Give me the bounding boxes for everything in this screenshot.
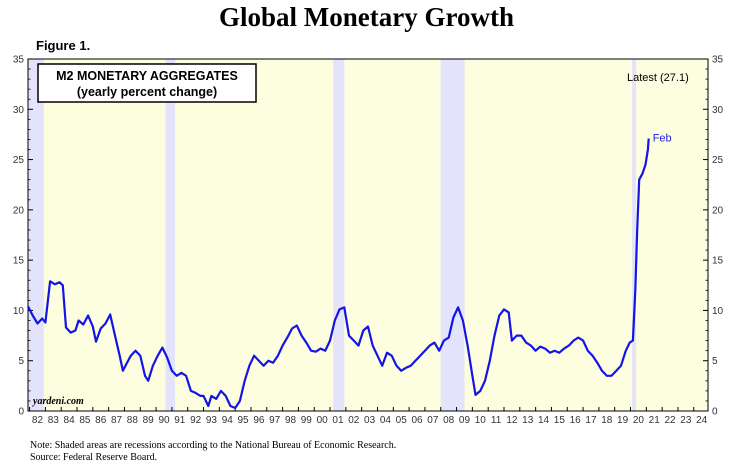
- x-tick-label: 08: [443, 415, 455, 426]
- x-tick-label: 91: [174, 415, 186, 426]
- x-tick-label: 09: [459, 415, 471, 426]
- x-tick-label: 01: [332, 415, 344, 426]
- x-tick-label: 06: [411, 415, 423, 426]
- recession-band: [440, 59, 465, 411]
- x-tick-label: 89: [143, 415, 155, 426]
- x-tick-label: 04: [380, 415, 392, 426]
- x-tick-label: 87: [111, 415, 123, 426]
- x-tick-label: 07: [427, 415, 439, 426]
- x-tick-label: 90: [158, 415, 170, 426]
- watermark: yardeni.com: [32, 396, 84, 407]
- x-tick-label: 17: [585, 415, 597, 426]
- x-tick-label: 96: [253, 415, 265, 426]
- y-tick-label-right: 0: [712, 407, 718, 418]
- figure-label: Figure 1.: [36, 38, 91, 53]
- y-tick-label-right: 10: [712, 306, 724, 317]
- y-tick-label-left: 35: [13, 55, 25, 66]
- y-tick-label-right: 25: [712, 155, 724, 166]
- y-tick-label-right: 15: [712, 256, 724, 267]
- x-tick-label: 95: [238, 415, 250, 426]
- y-tick-label-right: 35: [712, 55, 724, 66]
- x-tick-label: 18: [601, 415, 613, 426]
- x-tick-label: 19: [617, 415, 629, 426]
- x-tick-label: 24: [696, 415, 708, 426]
- chart-title: M2 MONETARY AGGREGATES: [56, 69, 238, 83]
- y-tick-label-left: 30: [13, 105, 25, 116]
- x-tick-label: 05: [396, 415, 408, 426]
- page-title: Global Monetary Growth: [219, 2, 514, 32]
- annotation-layer: M2 MONETARY AGGREGATES (yearly percent c…: [32, 63, 689, 407]
- chart-subtitle: (yearly percent change): [77, 85, 217, 99]
- x-tick-label: 93: [206, 415, 218, 426]
- x-tick-label: 97: [269, 415, 281, 426]
- x-tick-label: 10: [475, 415, 487, 426]
- recession-band: [165, 59, 176, 411]
- plot-area: [28, 59, 708, 411]
- x-tick-label: 11: [491, 415, 502, 426]
- recession-band: [28, 59, 44, 411]
- y-tick-label-left: 20: [13, 205, 25, 216]
- y-tick-label-right: 20: [712, 205, 724, 216]
- recession-note: Note: Shaded areas are recessions accord…: [30, 440, 397, 451]
- x-tick-label: 85: [79, 415, 91, 426]
- x-tick-label: 21: [649, 415, 661, 426]
- x-tick-label: 13: [522, 415, 534, 426]
- x-tick-label: 14: [538, 415, 550, 426]
- y-tick-label-left: 10: [13, 306, 25, 317]
- x-tick-label: 92: [190, 415, 202, 426]
- footnotes: Note: Shaded areas are recessions accord…: [30, 440, 396, 464]
- y-tick-label-left: 5: [18, 356, 24, 367]
- x-tick-label: 03: [364, 415, 376, 426]
- source-note: Source: Federal Reserve Board.: [30, 452, 158, 463]
- x-tick-label: 00: [317, 415, 329, 426]
- y-tick-label-left: 15: [13, 256, 25, 267]
- recession-band: [632, 59, 637, 411]
- plot-background-layer: [28, 59, 708, 411]
- x-tick-label: 22: [664, 415, 676, 426]
- plot-frame: [27, 58, 709, 412]
- x-tick-label: 15: [554, 415, 566, 426]
- y-tick-label-right: 5: [712, 356, 718, 367]
- x-tick-label: 88: [127, 415, 139, 426]
- y-tick-label-left: 0: [18, 407, 24, 418]
- x-tick-label: 82: [32, 415, 44, 426]
- x-tick-label: 23: [680, 415, 692, 426]
- x-tick-label: 20: [633, 415, 645, 426]
- x-tick-label: 98: [285, 415, 297, 426]
- latest-annotation: Latest (27.1): [627, 72, 689, 84]
- x-tick-label: 02: [348, 415, 360, 426]
- y-tick-label-left: 25: [13, 155, 25, 166]
- end-point-label: Feb: [653, 132, 672, 144]
- m2-growth-line: [27, 138, 650, 410]
- x-tick-label: 94: [222, 415, 234, 426]
- x-tick-label: 83: [48, 415, 60, 426]
- x-tick-label: 99: [301, 415, 313, 426]
- x-tick-label: 84: [64, 415, 76, 426]
- title-box: [37, 63, 257, 103]
- series-layer: [27, 138, 650, 410]
- x-tick-label: 12: [506, 415, 518, 426]
- x-tick-label: 16: [570, 415, 582, 426]
- y-tick-label-right: 30: [712, 105, 724, 116]
- recession-band: [333, 59, 345, 411]
- x-tick-label: 86: [95, 415, 107, 426]
